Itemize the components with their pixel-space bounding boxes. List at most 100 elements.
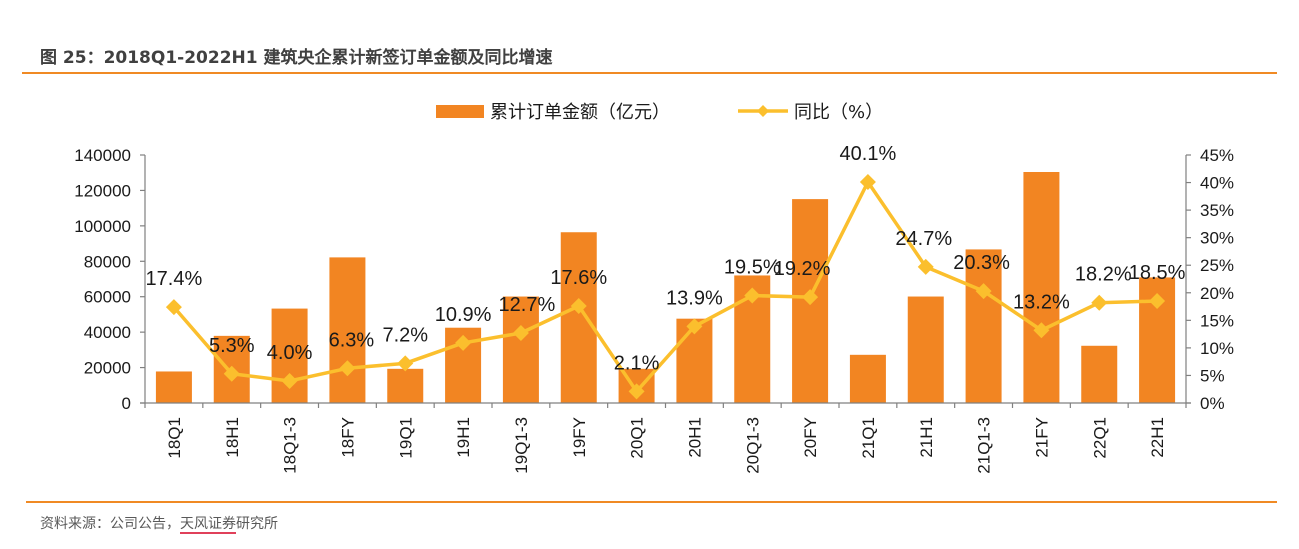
x-tick-label: 18Q1-3: [281, 417, 300, 474]
right-tick-label: 30%: [1200, 229, 1234, 248]
x-tick-label: 18H1: [223, 417, 242, 458]
left-tick-label: 140000: [74, 146, 131, 165]
right-tick-label: 0%: [1200, 394, 1225, 413]
bar-21Q1: [849, 354, 886, 403]
yoy-marker-21H1: [917, 258, 934, 275]
yoy-marker-20Q1: [628, 383, 645, 400]
bar-18FY: [329, 257, 366, 403]
yoy-line: [172, 180, 1158, 394]
left-tick-label: 120000: [74, 181, 131, 200]
right-tick-label: 5%: [1200, 366, 1225, 385]
left-tick-label: 100000: [74, 217, 131, 236]
yoy-marker-19FY: [570, 298, 587, 315]
x-tick-label: 21Q1: [859, 417, 878, 459]
x-tick-label: 22H1: [1148, 417, 1167, 458]
yoy-data-label: 10.9%: [435, 304, 492, 326]
yoy-data-label: 13.2%: [1013, 291, 1070, 313]
top-divider: [22, 72, 1277, 74]
yoy-marker-21Q1-3: [975, 283, 992, 300]
yoy-marker-22Q1: [1091, 294, 1108, 311]
bar-18Q1: [155, 371, 192, 403]
x-tick-label: 18FY: [338, 417, 357, 458]
x-tick-label: 20H1: [685, 417, 704, 458]
yoy-data-label: 40.1%: [840, 143, 897, 165]
source-note: 资料来源：公司公告，天风证券研究所: [40, 513, 278, 534]
bars-layer: [155, 172, 1176, 403]
yoy-data-label: 5.3%: [209, 335, 255, 357]
legend: 累计订单金额（亿元） 同比（%）: [436, 102, 883, 123]
yoy-marker-18Q1-3: [281, 372, 298, 389]
yoy-marker-18FY: [339, 360, 356, 377]
right-tick-label: 10%: [1200, 339, 1234, 358]
yoy-data-label: 24.7%: [895, 228, 952, 250]
bottom-divider: [26, 501, 1277, 503]
source-suffix: 研究所: [236, 516, 278, 532]
yoy-data-label: 13.9%: [666, 287, 723, 309]
x-tick-label: 21H1: [917, 417, 936, 458]
right-tick-label: 45%: [1200, 146, 1234, 165]
yoy-data-label: 18.5%: [1129, 262, 1186, 284]
yoy-data-label: 20.3%: [953, 252, 1010, 274]
right-tick-label: 35%: [1200, 201, 1234, 220]
yoy-marker-21FY: [1033, 322, 1050, 339]
axes-layer: 0 20000 40000 60000 80000 100000 120000 140000 0…: [74, 146, 1234, 474]
x-tick-label: 19Q1: [396, 417, 415, 459]
left-tick-label: 40000: [84, 323, 131, 342]
right-tick-label: 20%: [1200, 284, 1234, 303]
yoy-data-label: 17.4%: [146, 268, 203, 290]
legend-bar-label: 累计订单金额（亿元）: [490, 102, 670, 123]
yoy-marker-21Q1: [859, 174, 876, 191]
left-tick-label: 20000: [84, 359, 131, 378]
source-prefix: 资料来源：公司公告，: [40, 516, 180, 532]
yoy-data-label: 4.0%: [267, 342, 313, 364]
figure-title: 图 25：2018Q1-2022H1 建筑央企累计新签订单金额及同比增速: [40, 48, 553, 68]
yoy-marker-22H1: [1149, 293, 1166, 310]
bar-22Q1: [1081, 345, 1118, 403]
left-tick-label: 80000: [84, 252, 131, 271]
left-tick-label: 60000: [84, 288, 131, 307]
yoy-data-label: 2.1%: [614, 352, 660, 374]
yoy-marker-20H1: [686, 318, 703, 335]
bar-19Q1: [387, 368, 424, 403]
yoy-data-label: 19.2%: [774, 258, 831, 280]
yoy-data-label: 12.7%: [499, 294, 556, 316]
left-tick-label: 0: [122, 394, 131, 413]
data-labels-layer: 17.4% 5.3% 4.0% 6.3% 7.2% 10.9% 12.7% 17.6% 2.1%…: [146, 143, 1186, 374]
yoy-data-label: 6.3%: [329, 329, 375, 351]
yoy-marker-18Q1: [165, 299, 182, 316]
yoy-data-label: 17.6%: [550, 267, 607, 289]
yoy-marker-18H1: [223, 365, 240, 382]
x-tick-label: 18Q1: [165, 417, 184, 459]
x-tick-label: 21Q1-3: [975, 417, 994, 474]
right-tick-label: 25%: [1200, 256, 1234, 275]
x-tick-label: 20FY: [801, 417, 820, 458]
x-tick-label: 19H1: [454, 417, 473, 458]
legend-line-label: 同比（%）: [794, 102, 883, 123]
legend-diamond-icon: [757, 105, 769, 117]
x-tick-label: 20Q1-3: [743, 417, 762, 474]
yoy-marker-19Q1: [397, 355, 414, 372]
bar-21FY: [1023, 172, 1060, 403]
bar-19Q1-3: [502, 296, 539, 403]
right-tick-label: 40%: [1200, 174, 1234, 193]
yoy-marker-19H1: [455, 334, 472, 351]
bar-21Q1-3: [965, 249, 1002, 403]
yoy-data-label: 19.5%: [724, 257, 781, 279]
x-tick-label: 22Q1: [1090, 417, 1109, 459]
x-tick-label: 21FY: [1032, 417, 1051, 458]
yoy-data-label: 7.2%: [382, 324, 428, 346]
x-tick-label: 19FY: [570, 417, 589, 458]
x-tick-label: 20Q1: [628, 417, 647, 459]
bar-21H1: [907, 296, 944, 403]
bar-19FY: [560, 232, 597, 403]
yoy-marker-19Q1-3: [512, 325, 529, 342]
right-tick-label: 15%: [1200, 311, 1234, 330]
yoy-marker-20FY: [802, 289, 819, 306]
yoy-data-label: 18.2%: [1075, 264, 1132, 286]
yoy-marker-20Q1-3: [744, 287, 761, 304]
legend-bar-swatch: [436, 105, 484, 118]
line-layer: [165, 174, 1166, 400]
x-tick-label: 19Q1-3: [512, 417, 531, 474]
source-highlight: 天风证券: [180, 516, 236, 534]
